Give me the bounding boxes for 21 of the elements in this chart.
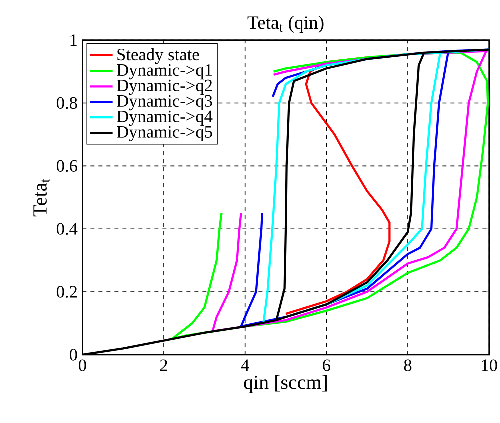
legend-label: Dynamic->q5 (117, 126, 212, 142)
legend-label: Dynamic->q1 (117, 64, 212, 80)
y-tick-label: 0.8 (56, 97, 78, 110)
x-tick-label: 6 (323, 360, 330, 372)
x-tick-label: 2 (160, 360, 168, 372)
y-tick-label: 1 (70, 34, 77, 46)
legend-label: Dynamic->q3 (117, 95, 212, 111)
y-tick-label: 0.6 (56, 160, 78, 172)
legend-label: Dynamic->q4 (117, 110, 213, 126)
x-tick-label: 0 (79, 360, 86, 372)
chart-title: Teta$_{t}$ (qin) (248, 16, 324, 33)
y-tick-label: 0 (70, 349, 78, 361)
legend-label: Dynamic->q2 (117, 80, 212, 96)
x-tick-label: 4 (241, 360, 250, 372)
y-axis-title: Teta$_{t}$ (34, 179, 50, 217)
x-tick-label: 10 (482, 360, 498, 372)
x-axis-title: qin [sccm] (244, 375, 327, 394)
x-tick-label: 8 (404, 360, 412, 372)
y-tick-label: 0.2 (56, 286, 78, 298)
legend-label: Steady state (118, 48, 200, 64)
y-tick-label: 0.4 (56, 223, 78, 236)
